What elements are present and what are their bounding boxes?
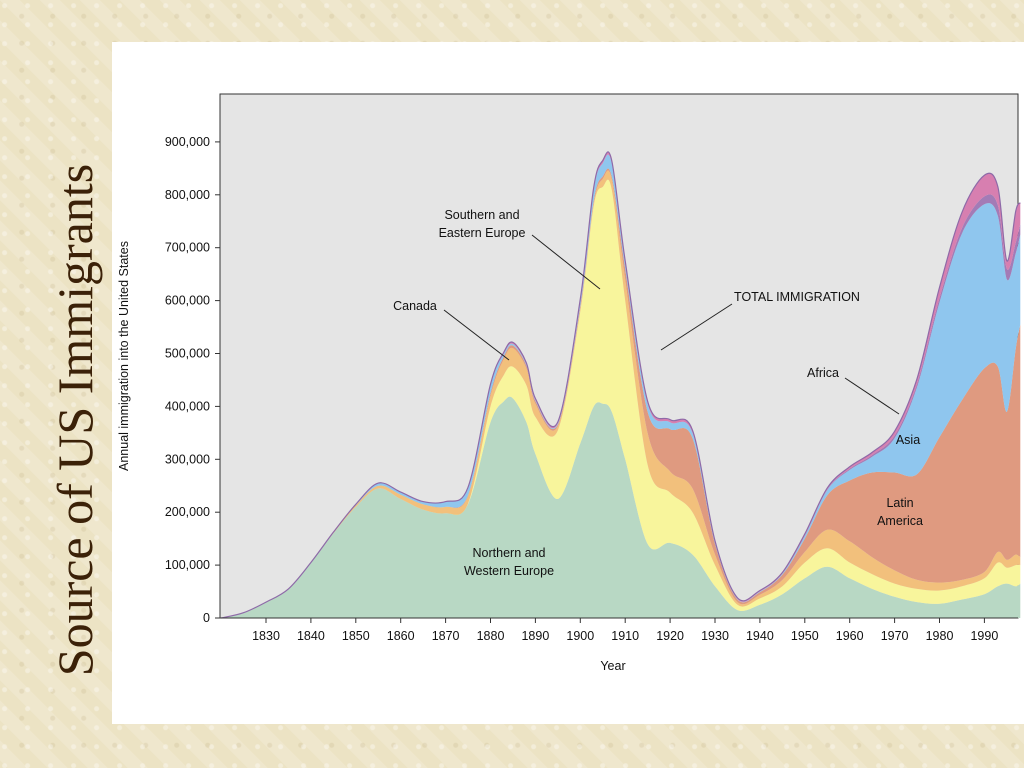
y-tick-label: 200,000 bbox=[165, 505, 210, 519]
x-tick-label: 1970 bbox=[881, 629, 909, 643]
x-tick-label: 1870 bbox=[432, 629, 460, 643]
x-tick-label: 1990 bbox=[970, 629, 998, 643]
immigration-area-chart: 1830 1840 1850 1860 1870 1880 1890 1900 1910 1920… bbox=[117, 93, 1021, 673]
annotation-latin-america: Latin America bbox=[877, 496, 923, 528]
annotations-group: Southern and Eastern Europe Canada TOTAL IM… bbox=[393, 208, 923, 578]
x-tick-label: 1900 bbox=[566, 629, 594, 643]
x-tick-label: 1920 bbox=[656, 629, 684, 643]
y-tick-label: 400,000 bbox=[165, 399, 210, 413]
y-tick-label: 600,000 bbox=[165, 294, 210, 308]
x-tick-label: 1840 bbox=[297, 629, 325, 643]
area-africa bbox=[221, 154, 1021, 618]
y-tick-label: 900,000 bbox=[165, 135, 210, 149]
x-tick-label: 1830 bbox=[252, 629, 280, 643]
annotation-northern-and-western-europe: Northern and Western Europe bbox=[464, 546, 554, 578]
y-tick-label: 100,000 bbox=[165, 558, 210, 572]
annotation-southern-and-eastern-europe: Southern and Eastern Europe bbox=[439, 208, 526, 240]
slide-title-area: Source of US Immigrants bbox=[0, 0, 110, 768]
axes-group: 1830 1840 1850 1860 1870 1880 1890 1900 1910 1920… bbox=[165, 94, 1018, 643]
annotation-canada: Canada bbox=[393, 299, 437, 313]
area-canada bbox=[221, 170, 1021, 618]
area-latin-america bbox=[221, 168, 1021, 618]
x-tick-label: 1940 bbox=[746, 629, 774, 643]
annotation-leader-southern-and-eastern-europe bbox=[531, 234, 601, 290]
y-axis-label: Annual immigration into the United State… bbox=[117, 241, 131, 471]
y-tick-label: 800,000 bbox=[165, 188, 210, 202]
chart-panel: 1830 1840 1850 1860 1870 1880 1890 1900 1910 1920… bbox=[112, 42, 1024, 724]
annotation-leader-total-immigration bbox=[660, 303, 733, 351]
area-northern-and-western-europe bbox=[221, 396, 1021, 618]
x-tick-label: 1950 bbox=[791, 629, 819, 643]
annotation-total-immigration: TOTAL IMMIGRATION bbox=[734, 290, 860, 304]
total-immigration-line bbox=[220, 151, 1021, 619]
x-tick-label: 1890 bbox=[521, 629, 549, 643]
x-tick-label: 1910 bbox=[611, 629, 639, 643]
area-asia bbox=[221, 154, 1021, 618]
annotation-leader-africa bbox=[844, 377, 900, 415]
x-axis-label: Year bbox=[600, 659, 625, 673]
annotation-leader-canada bbox=[443, 309, 510, 361]
area-series-group bbox=[220, 151, 1021, 619]
y-tick-label: 0 bbox=[203, 611, 210, 625]
x-tick-label: 1930 bbox=[701, 629, 729, 643]
x-tick-label: 1860 bbox=[387, 629, 415, 643]
y-tick-label: 300,000 bbox=[165, 452, 210, 466]
annotation-asia: Asia bbox=[896, 433, 920, 447]
y-tick-label: 700,000 bbox=[165, 241, 210, 255]
area-southern-and-eastern-europe bbox=[221, 179, 1021, 618]
x-tick-label: 1850 bbox=[342, 629, 370, 643]
x-tick-label: 1960 bbox=[836, 629, 864, 643]
slide-title: Source of US Immigrants bbox=[47, 163, 103, 677]
y-tick-label: 500,000 bbox=[165, 347, 210, 361]
annotation-africa: Africa bbox=[807, 366, 839, 380]
x-tick-label: 1880 bbox=[477, 629, 505, 643]
x-tick-label: 1980 bbox=[926, 629, 954, 643]
